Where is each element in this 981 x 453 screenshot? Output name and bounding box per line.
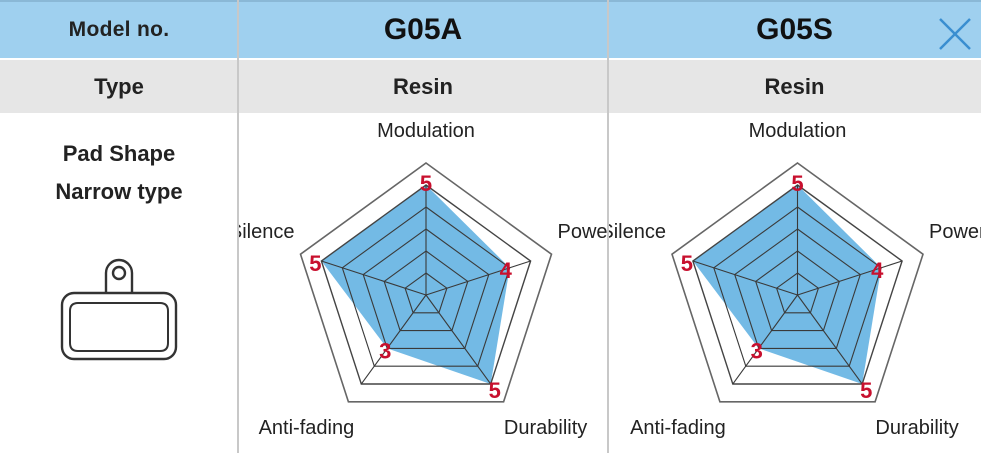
model-no-label: Model no. xyxy=(68,18,170,41)
column-divider xyxy=(607,0,609,453)
grid-ring xyxy=(775,272,820,314)
grid-ring xyxy=(341,206,511,367)
type-value: Resin xyxy=(764,73,825,99)
axis-label: Power xyxy=(929,221,981,243)
grid-ring xyxy=(713,206,882,367)
axis-label: Modulation xyxy=(377,120,475,142)
model-cell-g05s: G05S xyxy=(608,2,981,58)
axis-spoke xyxy=(692,260,798,296)
outer-boundary xyxy=(671,162,924,403)
axis-label: Silence xyxy=(238,221,295,243)
grid-ring xyxy=(362,228,490,349)
axis-spoke xyxy=(797,294,863,385)
chart-row: Pad Shape Narrow type Modulation Power Dur… xyxy=(0,113,981,453)
grid-ring xyxy=(404,272,448,314)
value-label: 5 xyxy=(489,378,501,403)
model-cell-g05a: G05A xyxy=(238,2,608,58)
axis-label: Modulation xyxy=(749,120,847,142)
value-label: 5 xyxy=(791,171,803,196)
axis-label: Silence xyxy=(608,221,666,243)
column-divider xyxy=(237,0,239,453)
grid-ring xyxy=(692,184,903,385)
axis-spoke xyxy=(321,260,427,296)
radar-cell-g05s: Modulation Power Durability Anti-fading Sile… xyxy=(608,113,981,453)
axis-label: Durability xyxy=(875,417,958,439)
value-label: 3 xyxy=(751,338,763,363)
axis-spoke xyxy=(360,294,427,385)
close-icon[interactable] xyxy=(937,16,973,52)
brake-pad-icon xyxy=(60,258,178,361)
pad-shape-label: Pad Shape xyxy=(62,141,176,166)
type-label: Type xyxy=(94,73,144,99)
value-label: 5 xyxy=(420,171,432,196)
radar-cell-g05a: Modulation Power Durability Anti-fading Sile… xyxy=(238,113,608,453)
type-row: Type Resin Resin xyxy=(0,58,981,113)
value-label: 4 xyxy=(871,258,884,283)
value-label: 5 xyxy=(309,251,321,276)
value-label: 4 xyxy=(500,258,513,283)
axis-label: Anti-fading xyxy=(630,417,726,439)
grid-ring xyxy=(320,184,532,385)
type-value-cell: Resin xyxy=(608,60,981,113)
type-label-cell: Type xyxy=(0,60,238,113)
pad-shape-cell: Pad Shape Narrow type xyxy=(0,113,238,453)
radar-chart-g05s: Modulation Power Durability Anti-fading Sile… xyxy=(608,120,981,439)
axis-spoke xyxy=(797,260,903,296)
data-area xyxy=(692,185,882,384)
model-name: G05S xyxy=(756,13,833,46)
header-row: Model no. G05A G05S xyxy=(0,0,981,58)
axis-label: Power xyxy=(558,221,609,243)
axis-label: Anti-fading xyxy=(259,417,355,439)
value-label: 5 xyxy=(681,251,693,276)
axis-label: Durability xyxy=(504,417,587,439)
axis-spoke xyxy=(732,294,798,385)
grid-ring xyxy=(383,250,469,332)
header-label-cell: Model no. xyxy=(0,2,238,58)
data-area xyxy=(321,185,510,384)
value-label: 3 xyxy=(379,338,391,363)
axis-spoke xyxy=(425,260,531,296)
value-label: 5 xyxy=(860,378,872,403)
grid-ring xyxy=(755,250,840,332)
type-value-cell: Resin xyxy=(238,60,608,113)
type-value: Resin xyxy=(393,73,453,99)
radar-chart-g05a: Modulation Power Durability Anti-fading Sile… xyxy=(238,120,609,439)
model-name: G05A xyxy=(383,13,463,46)
outer-boundary xyxy=(299,162,553,403)
pad-type-label: Narrow type xyxy=(55,179,183,204)
axis-spoke xyxy=(425,294,492,385)
grid-ring xyxy=(734,228,861,349)
